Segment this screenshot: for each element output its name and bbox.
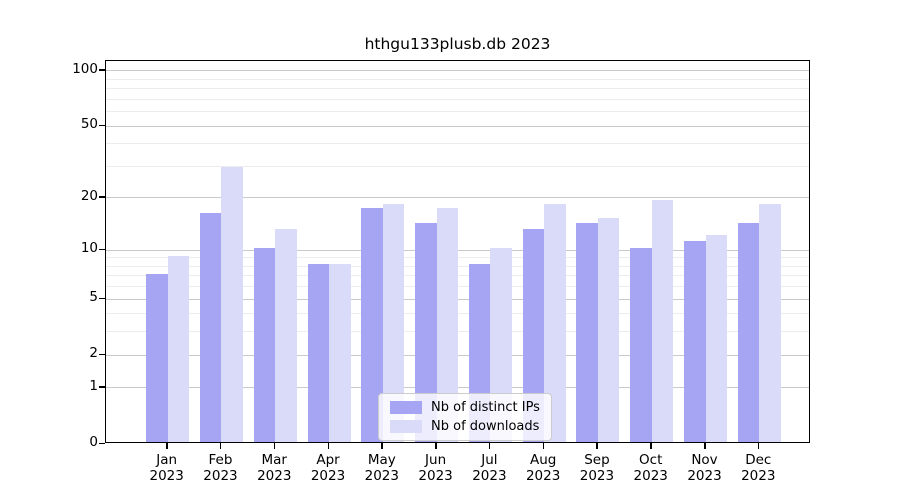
minor-gridline-80: [106, 88, 809, 90]
y-tick-label-0: 0: [89, 434, 98, 450]
y-tick-label-5: 5: [89, 289, 98, 306]
bar-aug-downloads: [544, 204, 566, 442]
bar-may-distinct-ips: [361, 208, 383, 442]
x-tick-mark-jan: [166, 443, 168, 449]
bar-oct-distinct-ips: [630, 248, 652, 442]
bar-nov-distinct-ips: [684, 241, 706, 442]
y-tick-mark-100: [99, 69, 105, 71]
x-tick-mark-may: [381, 443, 383, 449]
bar-jan-downloads: [167, 255, 190, 442]
x-tick-mark-jul: [488, 443, 491, 449]
bar-apr-distinct-ips: [307, 264, 330, 442]
plot-area: Nb of distinct IPs Nb of downloads: [105, 60, 810, 443]
bar-dec-distinct-ips: [737, 223, 760, 442]
y-tick-label-20: 20: [80, 187, 98, 204]
x-tick-mark-mar: [273, 443, 276, 449]
bar-may-downloads: [382, 204, 405, 442]
bar-mar-distinct-ips: [253, 248, 276, 442]
x-tick-label-may: May 2023: [364, 452, 399, 484]
x-tick-mark-dec: [757, 443, 760, 449]
y-tick-mark-50: [99, 124, 105, 127]
x-tick-label-nov: Nov 2023: [687, 452, 722, 484]
x-tick-label-mar: Mar 2023: [257, 452, 292, 484]
legend-entry-downloads: Nb of downloads: [390, 419, 540, 434]
bar-apr-downloads: [329, 264, 351, 442]
minor-gridline-70: [106, 98, 809, 100]
bar-feb-distinct-ips: [199, 213, 222, 442]
bar-dec-downloads: [759, 204, 781, 442]
bar-sep-distinct-ips: [576, 223, 598, 442]
x-tick-label-feb: Feb 2023: [203, 452, 238, 484]
legend: Nb of distinct IPs Nb of downloads: [378, 393, 552, 441]
x-tick-label-oct: Oct 2023: [633, 452, 668, 484]
y-tick-label-50: 50: [80, 116, 98, 133]
bar-feb-downloads: [221, 167, 243, 442]
chart-title: hthgu133plusb.db 2023: [364, 35, 551, 53]
x-tick-mark-sep: [596, 443, 598, 449]
x-tick-mark-jun: [435, 443, 437, 449]
legend-label-distinct-ips: Nb of distinct IPs: [431, 400, 540, 415]
x-tick-label-jul: Jul 2023: [472, 452, 507, 484]
y-tick-mark-1: [99, 386, 105, 388]
x-tick-mark-nov: [704, 443, 706, 449]
x-tick-label-jun: Jun 2023: [418, 452, 453, 484]
x-tick-label-sep: Sep 2023: [579, 452, 615, 484]
bar-jan-distinct-ips: [146, 273, 168, 442]
minor-gridline-60: [106, 111, 809, 113]
bar-mar-downloads: [275, 228, 297, 442]
bar-sep-downloads: [597, 217, 620, 442]
y-tick-mark-0: [99, 442, 105, 444]
x-tick-mark-apr: [327, 443, 330, 449]
legend-entry-distinct-ips: Nb of distinct IPs: [390, 400, 540, 415]
major-gridline-20: [106, 197, 809, 199]
legend-label-downloads: Nb of downloads: [431, 419, 540, 434]
legend-swatch-distinct-ips: [390, 401, 422, 414]
legend-swatch-downloads: [390, 420, 422, 433]
y-tick-label-2: 2: [89, 345, 98, 362]
x-tick-label-apr: Apr 2023: [310, 452, 346, 484]
bar-jun-distinct-ips: [415, 223, 437, 442]
y-tick-mark-10: [99, 248, 105, 251]
major-gridline-50: [106, 125, 809, 127]
minor-gridline-30: [106, 165, 809, 167]
bar-nov-downloads: [705, 234, 727, 442]
y-tick-label-1: 1: [89, 377, 98, 394]
y-tick-label-10: 10: [80, 240, 98, 257]
y-tick-mark-2: [99, 353, 105, 356]
x-tick-mark-feb: [219, 443, 222, 449]
minor-gridline-40: [106, 143, 809, 145]
y-tick-mark-5: [99, 297, 105, 300]
x-tick-mark-aug: [542, 443, 545, 449]
x-tick-mark-oct: [650, 443, 652, 449]
x-tick-label-jan: Jan 2023: [149, 452, 184, 484]
x-tick-label-aug: Aug 2023: [525, 452, 561, 484]
y-tick-label-100: 100: [72, 60, 98, 77]
minor-gridline-90: [106, 78, 809, 80]
bar-aug-distinct-ips: [522, 228, 545, 442]
bar-jun-downloads: [436, 208, 459, 442]
x-tick-label-dec: Dec 2023: [741, 452, 776, 484]
major-gridline-100: [106, 70, 809, 72]
bar-oct-downloads: [651, 199, 674, 442]
y-tick-mark-20: [99, 196, 105, 198]
